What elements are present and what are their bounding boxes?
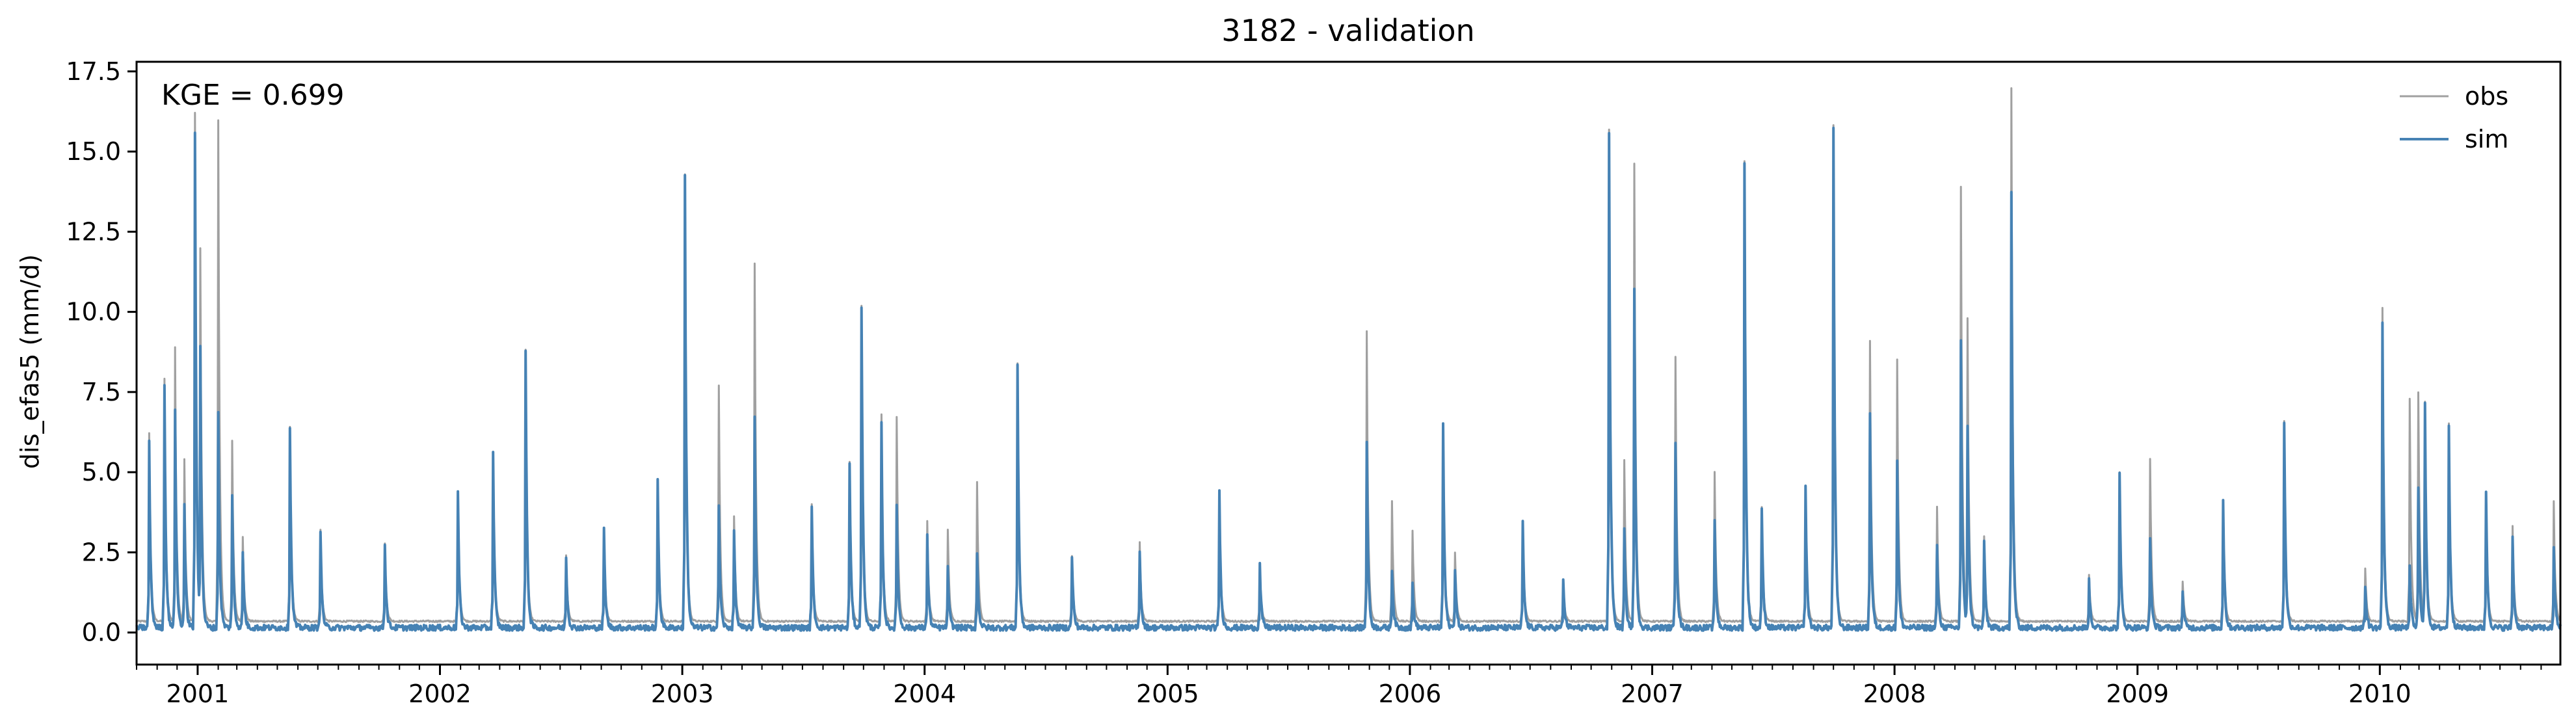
x-tick-label: 2005 — [1136, 680, 1199, 708]
x-tick-label: 2010 — [2348, 680, 2411, 708]
series-line-obs — [136, 87, 2561, 624]
legend: obs sim — [2400, 82, 2508, 153]
y-tick-label: 17.5 — [66, 57, 121, 86]
y-tick-label: 7.5 — [82, 378, 121, 406]
x-tick-label: 2008 — [1863, 680, 1926, 708]
x-tick-label: 2007 — [1621, 680, 1684, 708]
series-line-sim — [135, 126, 2562, 632]
x-tick-label: 2009 — [2106, 680, 2169, 708]
x-tick-label: 2003 — [651, 680, 714, 708]
legend-label-sim: sim — [2465, 125, 2508, 153]
y-tick-label: 10.0 — [66, 298, 121, 326]
x-tick-label: 2002 — [408, 680, 471, 708]
y-tick-label: 12.5 — [66, 217, 121, 246]
series-layer — [135, 87, 2562, 632]
x-tick-label: 2001 — [166, 680, 230, 708]
x-tick-label: 2004 — [893, 680, 956, 708]
kge-annotation: KGE = 0.699 — [161, 79, 345, 112]
x-axis: 2001 2002 2003 2004 2005 2006 2007 2008 2009 2010 — [136, 665, 2542, 708]
chart-title: 3182 - validation — [1221, 13, 1474, 48]
y-tick-label: 0.0 — [82, 618, 121, 647]
y-tick-label: 5.0 — [82, 458, 121, 486]
x-tick-label: 2006 — [1379, 680, 1442, 708]
legend-label-obs: obs — [2465, 82, 2508, 111]
y-axis-label: dis_efas5 (mm/d) — [16, 254, 44, 469]
y-tick-label: 2.5 — [82, 538, 121, 566]
y-tick-label: 15.0 — [66, 137, 121, 166]
y-axis: 0.0 2.5 5.0 7.5 10.0 12.5 15.0 17.5 — [66, 57, 137, 647]
